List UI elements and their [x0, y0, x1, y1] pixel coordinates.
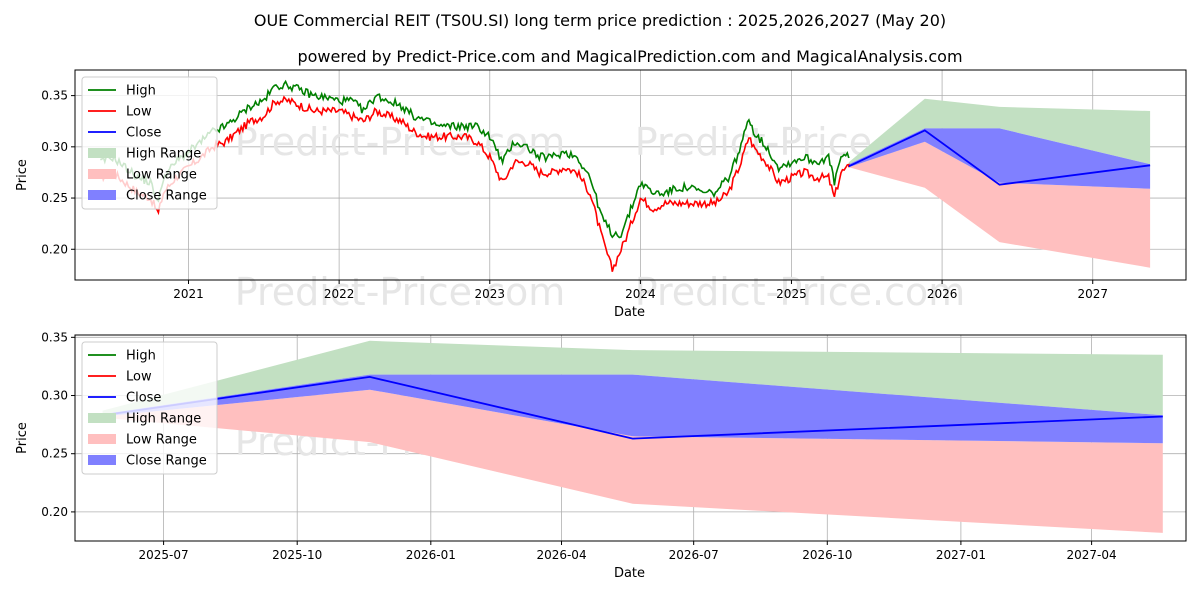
y-axis-label: Price	[15, 159, 30, 191]
x-axis-label: Date	[614, 305, 645, 320]
legend-swatch-patch	[88, 455, 116, 465]
close-range-band	[848, 128, 1151, 189]
x-tick-label: 2023	[474, 287, 505, 301]
legend-label: Low Range	[126, 168, 197, 183]
x-tick-label: 2021	[173, 287, 204, 301]
chart-title: OUE Commercial REIT (TS0U.SI) long term …	[254, 11, 946, 30]
x-tick-label: 2026-07	[669, 548, 719, 562]
legend-label: Close	[126, 391, 161, 406]
legend-swatch-patch	[88, 148, 116, 158]
legend-label: High	[126, 84, 156, 99]
high-line	[100, 79, 850, 239]
x-axis-label: Date	[614, 566, 645, 581]
legend-label: Close Range	[126, 454, 207, 469]
chart-panel-bottom: Predict-Price.comPredict-Price.com2025-0…	[15, 330, 1187, 581]
axes-frame	[74, 69, 1187, 281]
low-line	[99, 95, 850, 272]
x-tick-label: 2025	[776, 287, 807, 301]
x-tick-label: 2026	[927, 287, 958, 301]
legend-label: Close	[126, 126, 161, 141]
x-tick-label: 2026-10	[802, 548, 852, 562]
legend-label: High Range	[126, 412, 201, 427]
high-range-band	[102, 340, 1163, 416]
legend-label: Low Range	[126, 433, 197, 448]
watermark-text: Predict-Price.com	[235, 120, 566, 164]
x-tick-label: 2026-01	[406, 548, 456, 562]
low-range-band	[848, 141, 1151, 268]
y-tick-label: 0.20	[41, 242, 68, 256]
x-tick-label: 2026-04	[536, 548, 586, 562]
close-range-band	[102, 374, 1163, 444]
legend-label: Low	[126, 105, 152, 120]
plot-area	[102, 340, 1163, 533]
x-tick-label: 2024	[625, 287, 656, 301]
legend: High Low Close High Range Low Range Close Ran…	[81, 341, 218, 475]
y-tick-label: 0.25	[41, 447, 68, 461]
high-range-band	[848, 98, 1151, 165]
low-range-band	[102, 389, 1163, 533]
y-tick-label: 0.35	[41, 89, 68, 103]
watermark-text: Predict-Price.com	[235, 270, 566, 314]
legend: High Low Close High Range Low Range Close Ran…	[81, 76, 218, 210]
x-tick-label: 2025-10	[272, 548, 322, 562]
close-line	[102, 375, 1163, 440]
legend-swatch-patch	[88, 413, 116, 423]
legend-label: High	[126, 349, 156, 364]
close-line	[848, 129, 1151, 186]
y-axis-label: Price	[15, 422, 30, 454]
y-tick-label: 0.35	[41, 330, 68, 344]
axes-frame	[74, 334, 1187, 542]
legend-swatch-patch	[88, 190, 116, 200]
x-tick-label: 2027-04	[1067, 548, 1117, 562]
chart-panel-top: Predict-Price.com Predict-Price.com Predic…	[15, 69, 1187, 320]
x-tick-label: 2022	[324, 287, 355, 301]
legend-swatch-patch	[88, 434, 116, 444]
y-tick-label: 0.20	[41, 505, 68, 519]
y-tick-label: 0.30	[41, 140, 68, 154]
x-tick-label: 2027-01	[936, 548, 986, 562]
legend-label: Close Range	[126, 189, 207, 204]
legend-swatch-patch	[88, 169, 116, 179]
y-tick-label: 0.30	[41, 389, 68, 403]
x-tick-label: 2027	[1077, 287, 1108, 301]
plot-area	[99, 79, 1151, 272]
legend-label: High Range	[126, 147, 201, 162]
y-tick-label: 0.25	[41, 191, 68, 205]
watermark-text: Predict-Price.com	[635, 270, 966, 314]
x-tick-label: 2025-07	[139, 548, 189, 562]
chart-subtitle: powered by Predict-Price.com and Magical…	[297, 47, 962, 66]
legend-label: Low	[126, 370, 152, 385]
